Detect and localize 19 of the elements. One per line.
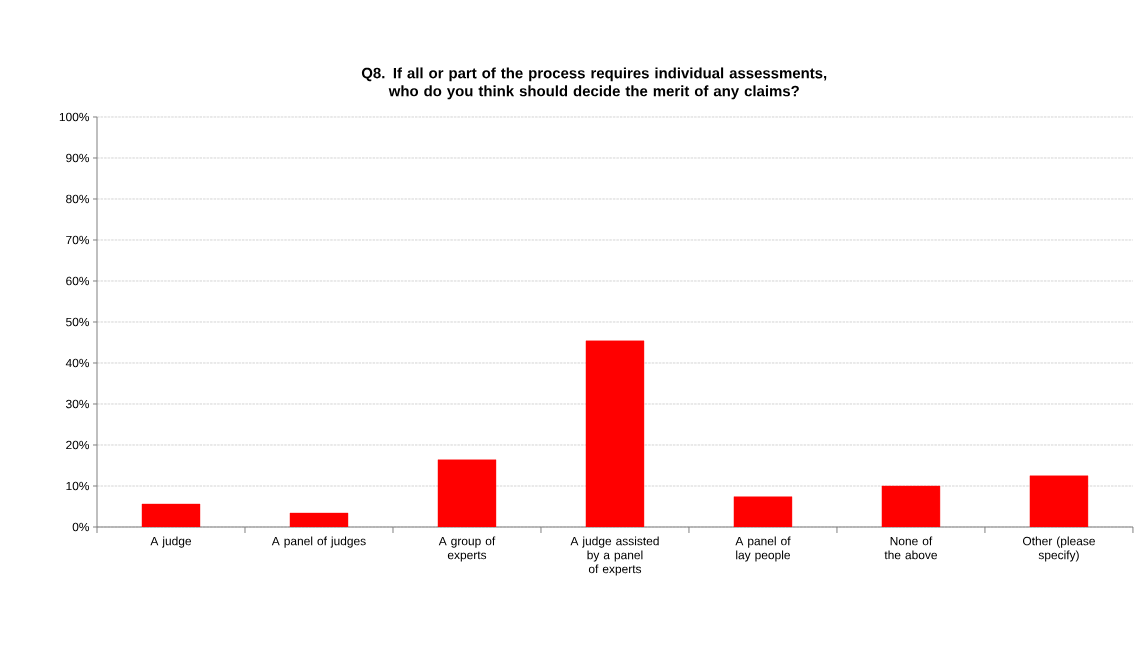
y-tick-label: 30% xyxy=(66,399,90,409)
y-tick-label: 60% xyxy=(66,276,90,286)
chart-title: Q8. If all or part of the process requires individual assessments, who do you think should decide the merit of any claims? xyxy=(361,67,827,100)
y-tick-label: 80% xyxy=(66,194,90,204)
x-tick-label: A judge xyxy=(150,536,192,548)
x-tick-label: A panel of judges xyxy=(271,536,366,548)
x-tick-label: None of the above xyxy=(884,536,937,560)
y-tick-label: 90% xyxy=(66,153,90,163)
x-tick-label: Other (please specify) xyxy=(1022,536,1095,562)
y-tick-label: 20% xyxy=(66,440,90,450)
y-tick-label: 100% xyxy=(59,112,90,122)
x-tick-label: A judge assisted by a panel of experts xyxy=(570,536,659,576)
y-tick-label: 40% xyxy=(65,358,90,368)
y-tick-label: 50% xyxy=(66,317,90,327)
y-tick-label: 70% xyxy=(66,235,90,245)
x-tick-label: A panel of lay people xyxy=(735,536,791,562)
x-tick-label: A group of experts xyxy=(438,536,496,562)
y-tick-label: 10% xyxy=(66,481,90,491)
y-tick-label: 0% xyxy=(72,522,90,532)
